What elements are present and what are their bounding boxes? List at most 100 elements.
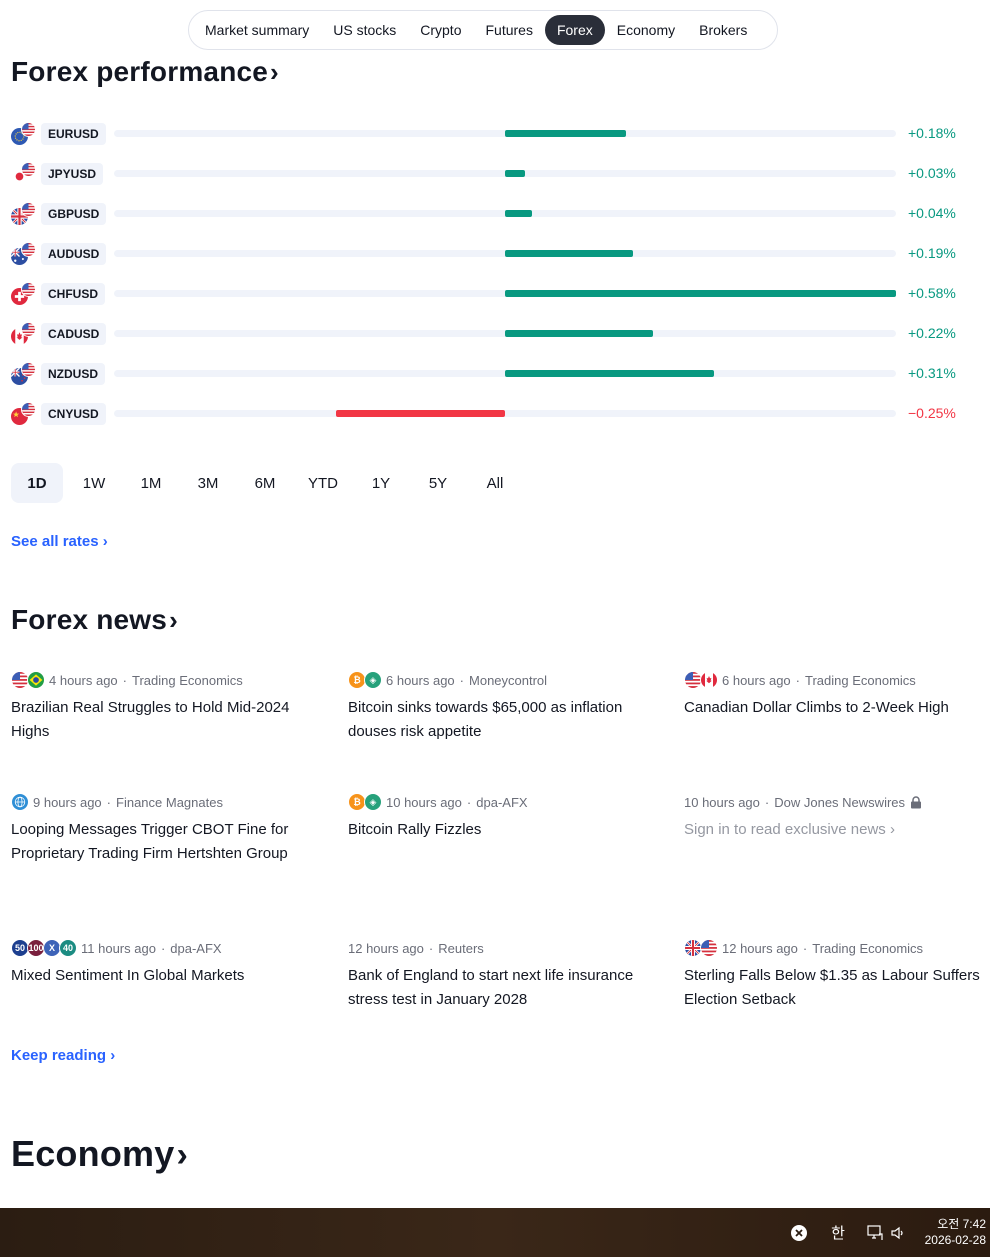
tab-brokers[interactable]: Brokers (699, 22, 748, 38)
currency-pair-badge[interactable]: GBPUSD (41, 203, 107, 225)
news-source: Finance Magnates (116, 794, 223, 810)
forex-row[interactable]: EURUSD +0.18% (0, 114, 990, 154)
tab-crypto[interactable]: Crypto (420, 22, 462, 38)
news-title[interactable]: Bitcoin Rally Fizzles (348, 821, 482, 838)
news-card[interactable]: ₿ ◈ 6 hours ago · Moneycontrol Bitcoin sinks … (348, 670, 638, 744)
flag-pair (11, 202, 37, 228)
separator-dot: · (122, 672, 128, 688)
network-icon[interactable] (864, 1208, 886, 1257)
range-1m[interactable]: 1M (140, 474, 162, 492)
news-card[interactable]: ₿ ◈ 10 hours ago · dpa-AFX Bitcoin Rally Fizz… (348, 792, 638, 842)
news-card[interactable]: 9 hours ago · Finance Magnates Looping Mess… (11, 792, 301, 866)
forex-row[interactable]: NZDUSD +0.31% (0, 354, 990, 394)
percent-change: +0.22% (908, 325, 956, 341)
tab-futures[interactable]: Futures (485, 22, 533, 38)
news-time: 12 hours ago (722, 940, 798, 956)
performance-bar-fill (336, 410, 505, 417)
news-title[interactable]: Bank of England to start next life insur… (348, 967, 634, 1008)
forex-row[interactable]: CADUSD +0.22% (0, 314, 990, 354)
currency-pair-badge[interactable]: CNYUSD (41, 403, 106, 425)
forex-news-heading[interactable]: Forex news› (11, 604, 178, 636)
index-40-icon: 40 (59, 939, 77, 957)
news-source: dpa-AFX (170, 940, 222, 956)
currency-pair-badge[interactable]: EURUSD (41, 123, 106, 145)
range-1w[interactable]: 1W (82, 474, 106, 492)
chevron-right-icon: › (169, 605, 178, 635)
range-all[interactable]: All (486, 474, 504, 492)
forex-news-title: Forex news (11, 604, 168, 635)
volume-icon[interactable] (888, 1208, 908, 1257)
news-source: Trading Economics (805, 672, 916, 688)
range-1d[interactable]: 1D (11, 463, 63, 503)
range-6m[interactable]: 6M (254, 474, 276, 492)
tab-economy[interactable]: Economy (616, 22, 676, 38)
currency-pair-badge[interactable]: AUDUSD (41, 243, 107, 265)
news-title[interactable]: Sterling Falls Below $1.35 as Labour Suf… (684, 967, 980, 1008)
news-title[interactable]: Looping Messages Trigger CBOT Fine for P… (11, 821, 289, 862)
forex-row[interactable]: AUDUSD +0.19% (0, 234, 990, 274)
percent-change: +0.19% (908, 245, 956, 261)
news-source: Reuters (438, 940, 484, 956)
tab-market-summary[interactable]: Market summary (205, 22, 310, 38)
tab-us-stocks[interactable]: US stocks (333, 22, 397, 38)
forex-row[interactable]: JPYUSD +0.03% (0, 154, 990, 194)
performance-bar-fill (505, 130, 627, 137)
currency-pair-badge[interactable]: JPYUSD (41, 163, 104, 185)
separator-dot: · (106, 794, 112, 810)
news-card[interactable]: 12 hours ago · Trading Economics Sterling F… (684, 938, 984, 1012)
news-source: dpa-AFX (476, 794, 528, 810)
news-title[interactable]: Mixed Sentiment In Global Markets (11, 967, 245, 984)
gb-flag-icon (684, 939, 702, 957)
separator-dot: · (428, 940, 434, 956)
percent-change: −0.25% (908, 405, 956, 421)
news-meta: 9 hours ago · Finance Magnates (11, 792, 301, 812)
news-card[interactable]: 4 hours ago · Trading Economics Brazilian R… (11, 670, 301, 744)
economy-heading[interactable]: Economy› (11, 1133, 188, 1175)
lock-icon (910, 795, 922, 809)
xrp-icon: X (43, 939, 61, 957)
keep-reading-link[interactable]: Keep reading › (11, 1047, 116, 1064)
bitcoin-icon: ₿ (348, 793, 366, 811)
ime-indicator[interactable]: 한 (831, 1225, 845, 1242)
news-meta: 50 100 X 40 11 hours ago · dpa-AFX (11, 938, 301, 958)
currency-pair-badge[interactable]: CHFUSD (41, 283, 105, 305)
news-title[interactable]: Bitcoin sinks towards $65,000 as inflati… (348, 699, 623, 740)
flag-pair (11, 322, 37, 348)
news-title[interactable]: Canadian Dollar Climbs to 2-Week High (684, 699, 949, 716)
news-time: 11 hours ago (81, 940, 156, 956)
news-meta: ₿ ◈ 6 hours ago · Moneycontrol (348, 670, 638, 690)
range-3m[interactable]: 3M (197, 474, 219, 492)
separator-dot: · (459, 672, 465, 688)
forex-performance-title: Forex performance (11, 56, 269, 87)
percent-change: +0.03% (908, 165, 956, 181)
tether-icon: ◈ (364, 793, 382, 811)
news-card[interactable]: 10 hours ago · Dow Jones Newswires Sign in … (684, 792, 984, 842)
see-all-rates-link[interactable]: See all rates › (11, 533, 108, 550)
us-flag-icon (21, 362, 36, 377)
us-flag-icon (21, 162, 36, 177)
range-5y[interactable]: 5Y (428, 474, 448, 492)
news-card[interactable]: 50 100 X 40 11 hours ago · dpa-AFX Mixed Sentim… (11, 938, 301, 988)
sign-in-link[interactable]: Sign in to read exclusive news › (684, 821, 895, 838)
us-flag-icon (684, 671, 702, 689)
currency-pair-badge[interactable]: CADUSD (41, 323, 107, 345)
forex-row[interactable]: GBPUSD +0.04% (0, 194, 990, 234)
close-circle-icon[interactable] (788, 1208, 810, 1257)
news-title[interactable]: Brazilian Real Struggles to Hold Mid-202… (11, 699, 290, 740)
system-clock[interactable]: 오전 7:42 2026-02-28 (925, 1216, 986, 1248)
range-ytd[interactable]: YTD (308, 474, 338, 492)
range-1y[interactable]: 1Y (371, 474, 391, 492)
tab-forex[interactable]: Forex (544, 15, 605, 45)
performance-bar-fill (505, 330, 654, 337)
forex-row[interactable]: CHFUSD +0.58% (0, 274, 990, 314)
performance-bar-track (114, 210, 896, 217)
us-flag-icon (21, 242, 36, 257)
news-card[interactable]: 12 hours ago · Reuters Bank of England to s… (348, 938, 638, 1012)
forex-performance-heading[interactable]: Forex performance› (11, 56, 279, 88)
forex-row[interactable]: CNYUSD −0.25% (0, 394, 990, 434)
currency-pair-badge[interactable]: NZDUSD (41, 363, 105, 385)
flag-pair (11, 162, 37, 188)
performance-bar-track (114, 250, 896, 257)
performance-bar-track (114, 410, 896, 417)
news-card[interactable]: 6 hours ago · Trading Economics Canadian Do… (684, 670, 984, 720)
